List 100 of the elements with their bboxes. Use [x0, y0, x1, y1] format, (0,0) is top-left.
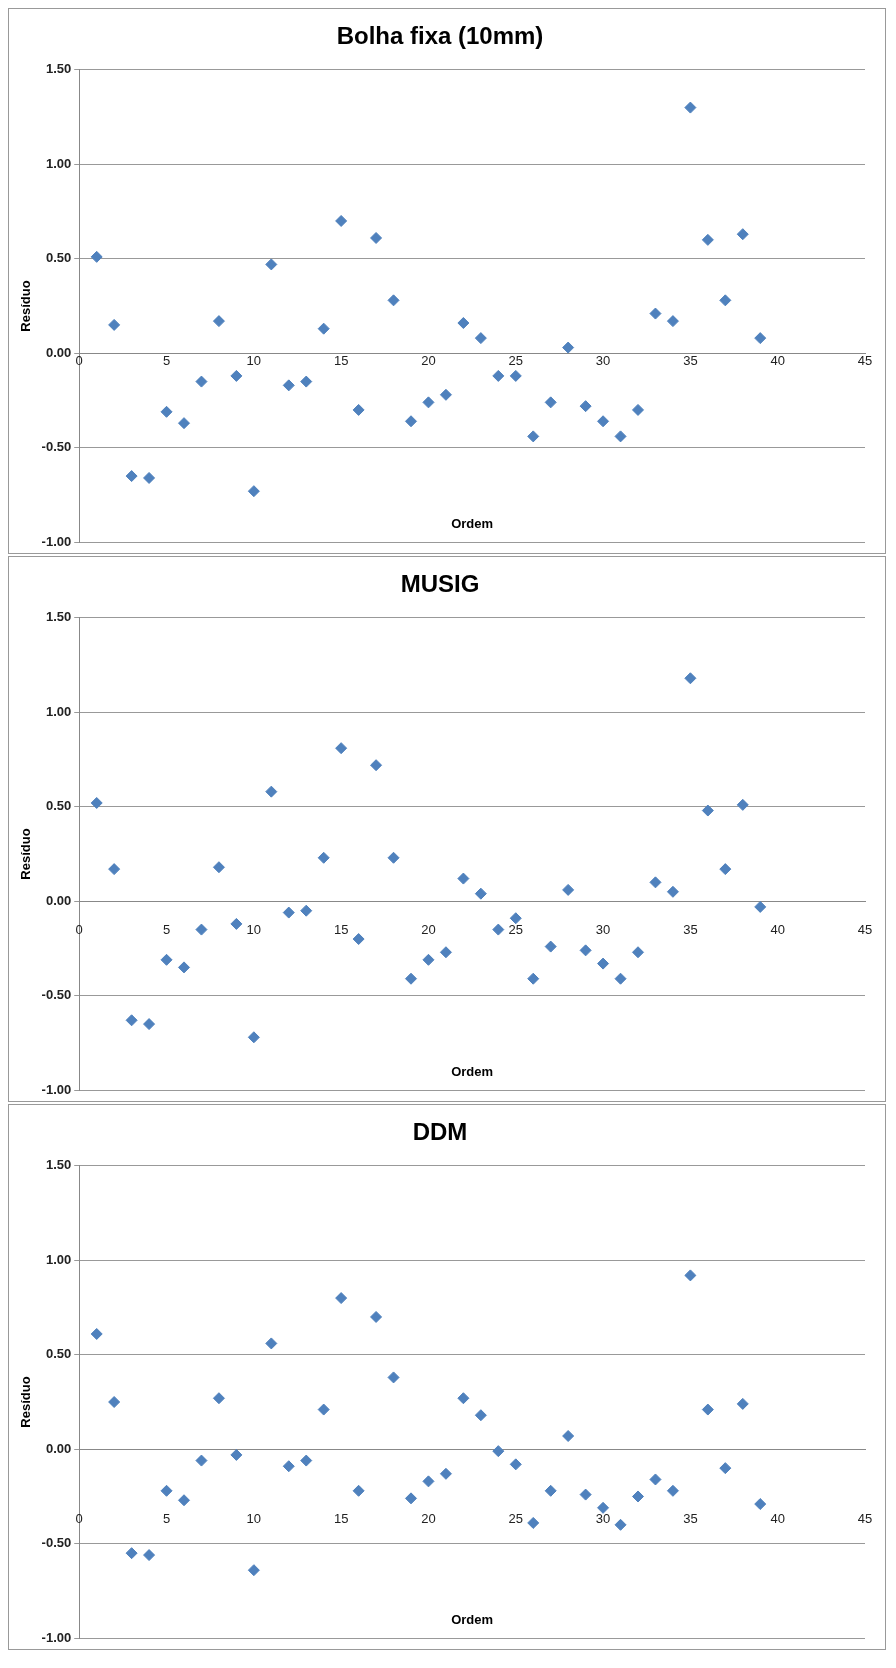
x-tick-label: 5 — [162, 353, 171, 369]
x-tick-label: 10 — [246, 1511, 262, 1527]
chart-title: Bolha fixa (10mm) — [336, 22, 544, 50]
x-tick-label: 45 — [857, 353, 873, 369]
y-tick-label: 1.00 — [45, 703, 72, 719]
point — [754, 1498, 767, 1511]
point — [719, 863, 732, 876]
point — [370, 759, 383, 772]
point — [212, 861, 225, 874]
x-tick-label: 40 — [770, 1511, 785, 1527]
x-tick-label: 20 — [421, 1511, 436, 1527]
x-tick-label: 0 — [75, 1511, 83, 1527]
point — [754, 900, 767, 913]
y-tick-label: 0.00 — [45, 892, 72, 908]
y-tick-label: 0.50 — [45, 250, 72, 266]
x-tick-label: 45 — [857, 1511, 873, 1527]
point — [736, 1397, 749, 1410]
point — [160, 953, 173, 966]
point — [143, 1549, 156, 1562]
x-tick-label: 15 — [333, 922, 349, 938]
y-tick-label: -0.50 — [41, 439, 72, 455]
point — [370, 231, 383, 244]
x-tick-label: 5 — [162, 922, 171, 938]
point — [300, 1454, 313, 1467]
point — [614, 430, 627, 443]
point — [265, 1337, 278, 1350]
point — [125, 1547, 138, 1560]
x-tick-label: 20 — [421, 353, 436, 369]
point — [195, 1454, 208, 1467]
point — [212, 315, 225, 328]
point — [649, 307, 662, 320]
point — [352, 1484, 365, 1497]
point — [230, 917, 243, 930]
point — [422, 396, 435, 409]
point — [178, 1494, 190, 1507]
point — [195, 923, 208, 936]
point — [614, 972, 627, 985]
point — [108, 318, 121, 331]
point — [492, 369, 505, 382]
y-tick-label: -0.50 — [41, 1535, 72, 1551]
point — [178, 417, 190, 430]
point — [335, 1292, 348, 1305]
point — [474, 1409, 487, 1422]
point — [492, 1445, 505, 1458]
point — [335, 742, 348, 755]
point — [247, 1564, 260, 1577]
point — [632, 946, 644, 959]
point — [649, 1473, 662, 1486]
point — [405, 1492, 417, 1505]
y-tick-label: 1.50 — [45, 1157, 72, 1173]
point — [300, 904, 313, 917]
point — [195, 375, 208, 388]
point — [422, 1475, 435, 1488]
point — [666, 315, 679, 328]
x-tick-label: 15 — [333, 1511, 349, 1527]
x-tick-label: 35 — [683, 922, 698, 938]
point — [701, 233, 714, 246]
y-tick-label: 0.50 — [45, 1346, 72, 1362]
point — [474, 887, 487, 900]
x-axis-title: Ordem — [451, 1063, 494, 1079]
point — [143, 471, 156, 484]
point — [370, 1310, 383, 1323]
point — [143, 1018, 156, 1031]
x-tick-label: 5 — [162, 1511, 171, 1527]
x-tick-label: 10 — [246, 922, 262, 938]
point — [352, 933, 365, 946]
point — [719, 1462, 732, 1475]
point — [178, 961, 190, 974]
point — [108, 863, 121, 876]
point — [474, 332, 487, 345]
point — [736, 228, 749, 241]
point — [544, 940, 557, 953]
point — [387, 294, 400, 307]
point — [544, 396, 557, 409]
point — [527, 972, 540, 985]
y-tick-label: 1.50 — [45, 61, 72, 77]
point — [562, 341, 575, 354]
point — [405, 415, 417, 428]
point — [300, 375, 313, 388]
y-tick-label: 0.00 — [45, 1440, 72, 1456]
x-tick-label: 25 — [508, 1511, 523, 1527]
point — [666, 885, 679, 898]
x-tick-label: 45 — [857, 922, 873, 938]
point — [90, 250, 103, 263]
point — [527, 430, 540, 443]
x-tick-label: 15 — [333, 353, 349, 369]
point — [701, 1403, 714, 1416]
point — [457, 872, 470, 885]
y-tick-label: 1.00 — [45, 1251, 72, 1267]
x-tick-label: 40 — [770, 353, 785, 369]
point — [352, 403, 365, 416]
chart-title: DDM — [412, 1118, 468, 1146]
point — [108, 1396, 121, 1408]
point — [387, 1371, 400, 1384]
point — [544, 1484, 557, 1497]
point — [125, 1014, 138, 1027]
point — [666, 1484, 679, 1497]
point — [230, 369, 243, 382]
y-tick-label: -1.00 — [41, 1629, 72, 1645]
point — [597, 1501, 610, 1514]
